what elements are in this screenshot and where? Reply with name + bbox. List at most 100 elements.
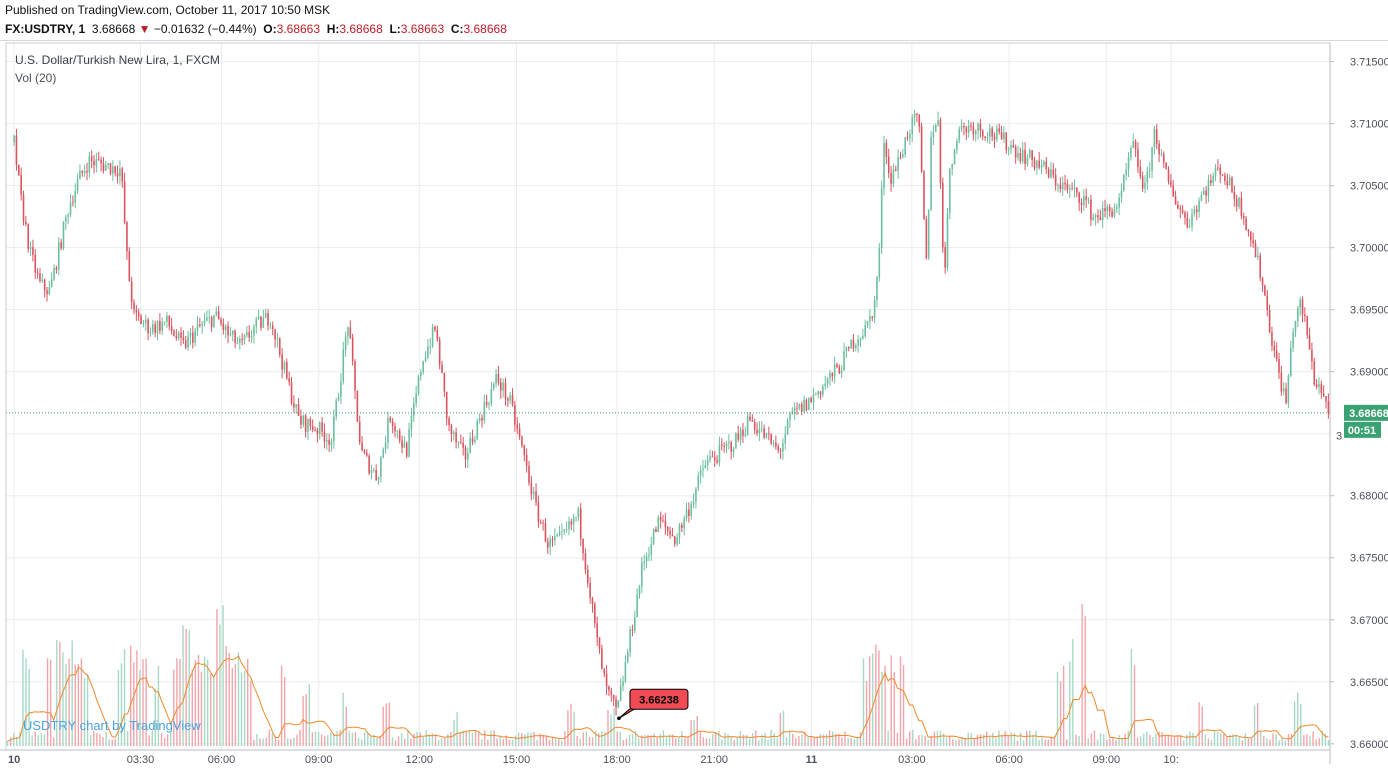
candle: [239, 335, 241, 350]
candle: [1028, 148, 1031, 159]
candle: [351, 333, 354, 366]
volume-bar: [342, 692, 344, 746]
candle: [974, 129, 977, 142]
candle-body: [1200, 194, 1203, 201]
candle: [1228, 174, 1231, 186]
candle: [1038, 151, 1040, 170]
volume-bar: [34, 731, 36, 746]
candle: [492, 382, 495, 392]
candle: [72, 195, 74, 207]
volume-bar: [450, 731, 452, 746]
candle-body: [81, 170, 84, 173]
volume-bar: [1041, 736, 1043, 746]
candle: [784, 425, 787, 450]
volume-bar: [856, 737, 859, 746]
volume-bar: [170, 732, 172, 746]
volume-bar: [234, 663, 237, 746]
volume-bar: [644, 734, 646, 746]
candle: [744, 426, 747, 438]
candle-body: [1031, 150, 1033, 160]
volume-bar: [490, 730, 492, 746]
candle-body: [22, 195, 25, 222]
candle-body: [1141, 176, 1144, 189]
volume-bar: [819, 733, 822, 746]
time-tick-label: 03:00: [898, 754, 926, 766]
candle-body: [1026, 157, 1029, 165]
candle: [142, 320, 145, 328]
candle: [250, 330, 253, 343]
volume-bar: [936, 730, 939, 746]
volume-bar: [46, 658, 49, 746]
candle: [838, 364, 841, 375]
candle-body: [72, 202, 74, 204]
candle: [236, 336, 239, 345]
candle: [434, 325, 436, 333]
price-tick-label: 3.71000: [1350, 119, 1388, 131]
candle-body: [1068, 188, 1071, 190]
candle: [807, 397, 810, 411]
candle-body: [1292, 332, 1294, 348]
candle: [497, 365, 500, 386]
candle: [86, 162, 88, 181]
volume-bar: [1216, 731, 1219, 746]
candle: [255, 316, 258, 334]
candle-body: [739, 429, 742, 440]
candle: [365, 448, 368, 458]
time-tick-label: 21:00: [700, 754, 728, 766]
candle: [1193, 205, 1196, 217]
candle-body: [307, 419, 309, 433]
tradingview-watermark[interactable]: USDTRY chart by TradingView: [23, 718, 201, 733]
candle: [154, 320, 156, 338]
candle: [662, 514, 664, 523]
volume-bar: [139, 669, 141, 746]
volume-bar: [1047, 739, 1049, 746]
candle: [683, 515, 685, 536]
candle: [944, 241, 946, 274]
candle: [582, 538, 584, 561]
volume-bar: [1093, 730, 1096, 746]
volume-bar: [1056, 671, 1059, 746]
candle: [739, 427, 742, 446]
volume-bar: [828, 730, 831, 746]
volume-bar: [99, 734, 101, 746]
candle-body: [577, 508, 580, 518]
candle-body: [697, 475, 700, 489]
candle-body: [1043, 161, 1045, 165]
candle-body: [970, 125, 972, 127]
candle-body: [39, 273, 41, 282]
candle-body: [83, 171, 86, 173]
candle: [32, 239, 34, 262]
candle: [1247, 228, 1250, 237]
candle-body: [1304, 314, 1306, 316]
candle: [448, 416, 450, 432]
candle: [702, 459, 704, 478]
candle-body: [525, 455, 528, 466]
volume-bar: [989, 736, 991, 746]
candle: [1087, 197, 1090, 205]
volume-bar: [357, 738, 360, 746]
volume-bar: [228, 652, 230, 746]
volume-bar: [995, 738, 997, 746]
candle-body: [514, 405, 516, 425]
candle-body: [231, 330, 234, 335]
candle-body: [135, 309, 138, 313]
volume-bar: [690, 720, 692, 746]
candle: [1252, 232, 1254, 248]
volume-bar: [434, 734, 437, 746]
candle-body: [1153, 129, 1156, 148]
candle: [535, 483, 537, 506]
volume-bar: [1118, 735, 1120, 746]
candle: [836, 362, 838, 369]
volume-bar: [219, 624, 221, 746]
candle-body: [737, 433, 740, 440]
candle: [1205, 186, 1207, 204]
candle: [316, 427, 319, 443]
candle-body: [502, 382, 504, 391]
volume-bar: [579, 738, 581, 746]
symbol-label[interactable]: FX:USDTRY, 1: [5, 22, 86, 36]
candle-body: [1024, 149, 1026, 165]
candle-body: [1045, 161, 1048, 170]
candle: [641, 556, 643, 593]
candle-body: [984, 136, 986, 138]
